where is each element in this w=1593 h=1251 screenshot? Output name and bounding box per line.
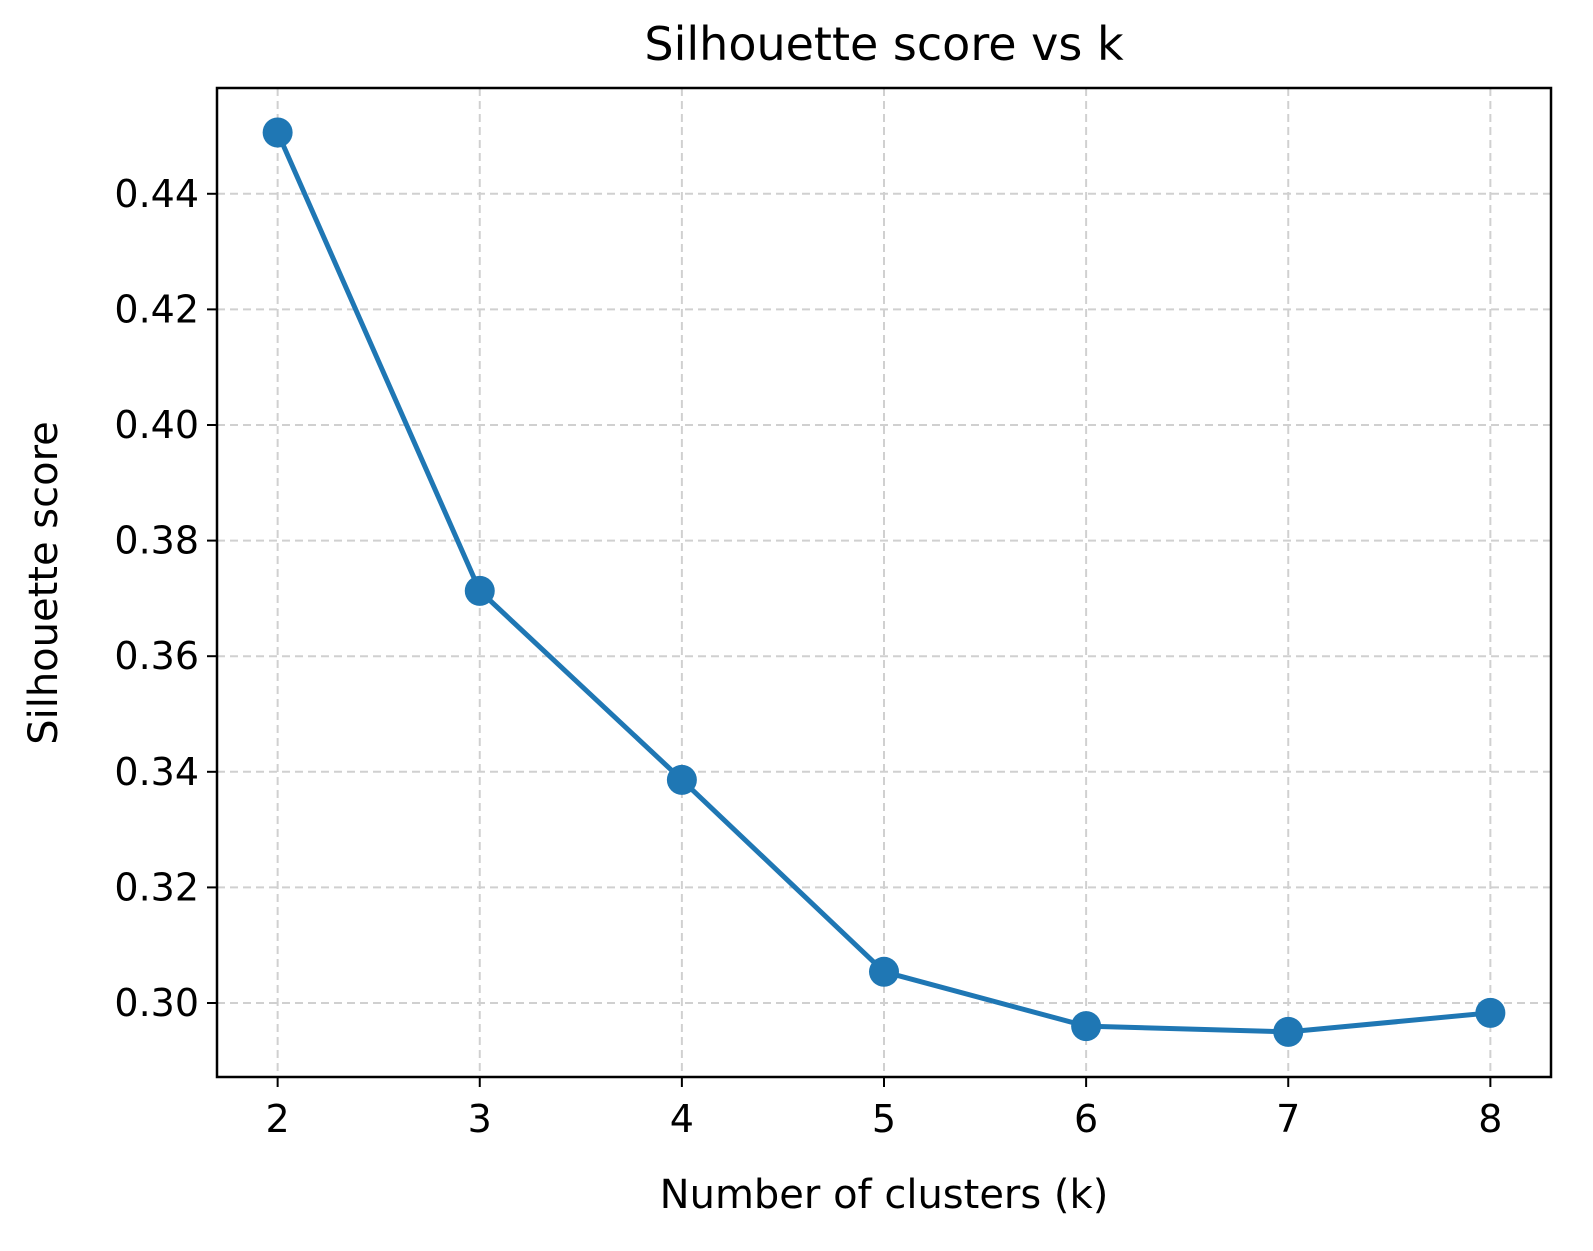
y-tick-label: 0.42 <box>114 287 199 331</box>
ticks: 2 3 4 5 6 7 8 0.30 0.32 0.34 0.36 0.38 0.40 0.42 0.44 <box>114 172 1502 1141</box>
data-point <box>1071 1011 1102 1042</box>
data-point <box>464 575 495 606</box>
y-tick-label: 0.30 <box>114 981 199 1025</box>
data-point <box>666 764 697 795</box>
y-tick-label: 0.32 <box>114 865 199 909</box>
x-tick-label: 3 <box>468 1097 492 1141</box>
plot-frame <box>215 86 1553 1079</box>
data-point <box>262 117 293 148</box>
y-tick-label: 0.38 <box>114 519 199 563</box>
x-tick-label: 4 <box>670 1097 694 1141</box>
series <box>262 117 1506 1047</box>
y-tick-label: 0.36 <box>114 634 199 678</box>
y-tick-label: 0.44 <box>114 172 199 216</box>
y-tick-label: 0.34 <box>114 750 199 794</box>
x-tick-label: 7 <box>1276 1097 1300 1141</box>
y-axis-label: Silhouette score <box>21 421 67 745</box>
chart-title: Silhouette score vs k <box>644 17 1124 71</box>
grid <box>217 88 1551 1077</box>
x-axis-label: Number of clusters (k) <box>660 1172 1109 1218</box>
x-tick-label: 5 <box>872 1097 896 1141</box>
data-point <box>1475 997 1506 1028</box>
data-point <box>869 956 899 987</box>
y-tick-label: 0.40 <box>114 403 199 447</box>
x-tick-label: 6 <box>1074 1097 1098 1141</box>
data-point <box>1273 1016 1304 1047</box>
x-tick-label: 2 <box>266 1097 290 1141</box>
x-tick-label: 8 <box>1478 1097 1502 1141</box>
